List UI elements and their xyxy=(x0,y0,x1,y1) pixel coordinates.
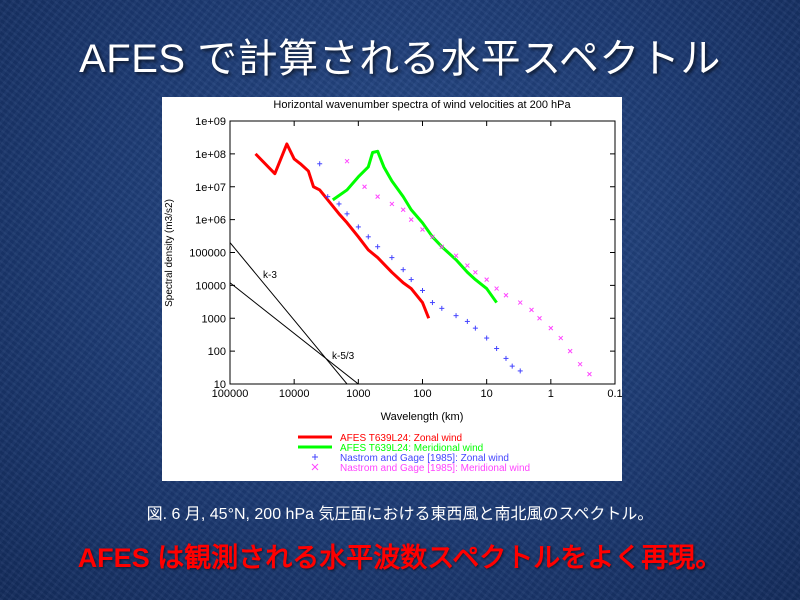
slide-title: AFES で計算される水平スペクトル xyxy=(79,37,721,81)
series-point xyxy=(517,368,523,374)
series-point xyxy=(587,371,592,377)
series-point xyxy=(344,211,350,217)
legend-label: AFES T639L24: Meridional wind xyxy=(340,443,483,454)
spectrum-figure: Horizontal wavenumber spectra of wind ve… xyxy=(162,97,623,481)
series-line xyxy=(331,149,498,304)
series-point xyxy=(517,300,523,305)
series-point xyxy=(537,315,542,321)
series-point xyxy=(439,244,445,250)
y-tick-label: 1e+07 xyxy=(195,182,226,194)
series-point xyxy=(408,217,414,222)
series-point xyxy=(389,255,395,261)
series-point xyxy=(453,313,459,319)
chart-title: Horizontal wavenumber spectra of wind ve… xyxy=(273,99,571,111)
x-tick-label: 10 xyxy=(481,388,493,400)
series-point xyxy=(400,267,406,273)
legend-label: AFES T639L24: Zonal wind xyxy=(340,433,462,444)
series-point xyxy=(567,348,573,354)
y-tick-label: 100 xyxy=(208,346,226,358)
series-point xyxy=(400,207,406,213)
x-tick-label: 0.1 xyxy=(607,388,622,400)
series-point xyxy=(548,325,554,331)
series-point xyxy=(375,194,381,199)
series-point xyxy=(484,277,490,282)
series-point xyxy=(365,234,371,240)
series-point xyxy=(325,194,331,200)
series-point xyxy=(336,201,342,207)
series-point xyxy=(362,184,367,190)
series-point xyxy=(472,325,478,331)
y-tick-label: 1e+09 xyxy=(195,116,226,128)
series-point xyxy=(408,277,414,283)
series-point xyxy=(317,161,323,167)
series-point xyxy=(494,346,500,352)
reference-lines xyxy=(230,242,359,384)
series-point xyxy=(430,234,435,240)
spectrum-chart: Horizontal wavenumber spectra of wind ve… xyxy=(164,99,623,474)
x-tick-label: 1 xyxy=(548,388,554,400)
y-axis-ticks: 10 100 1000 10000 100000 1e+06 1e+07 1e+08 1e+09 xyxy=(189,116,615,391)
legend-label: Nastrom and Gage [1985]: Zonal wind xyxy=(340,453,509,464)
series-point xyxy=(558,335,564,341)
series-point xyxy=(464,318,470,324)
y-axis-label: Spectral density (m3/s2) xyxy=(164,199,175,307)
y-tick-label: 1e+06 xyxy=(195,215,226,227)
figure-caption: 図. 6 月, 45°N, 200 hPa 気圧面における東西風と南北風のスペク… xyxy=(146,506,654,523)
y-tick-label: 1000 xyxy=(202,313,226,325)
reference-line-label: k-5/3 xyxy=(332,351,355,362)
series-point xyxy=(420,227,425,232)
series-point xyxy=(389,201,395,207)
plot-frame xyxy=(229,120,616,385)
series-layer xyxy=(254,142,592,377)
series-point xyxy=(494,286,499,291)
series-line xyxy=(254,142,431,319)
series-point xyxy=(429,300,435,306)
series-point xyxy=(503,292,509,298)
x-tick-label: 10000 xyxy=(279,388,310,400)
series-point xyxy=(503,355,509,361)
x-tick-label: 1000 xyxy=(346,388,370,400)
x-axis-ticks: 100000 10000 1000 100 10 1 0.1 xyxy=(212,121,623,400)
legend-swatch xyxy=(311,463,319,471)
reference-line-label: k-3 xyxy=(263,270,277,281)
reference-line xyxy=(230,282,359,384)
conclusion-text: AFES は観測される水平波数スペクトルをよく再現。 xyxy=(77,543,723,573)
reference-line xyxy=(230,242,348,384)
x-axis-label: Wavelength (km) xyxy=(381,411,464,423)
y-tick-label: 10000 xyxy=(195,280,226,292)
y-tick-label: 100000 xyxy=(189,248,226,260)
series-point xyxy=(464,263,470,268)
series-point xyxy=(439,305,445,311)
x-tick-label: 100 xyxy=(413,388,431,400)
series-point xyxy=(509,363,515,369)
series-point xyxy=(344,158,350,164)
y-tick-label: 10 xyxy=(214,379,226,391)
series-point xyxy=(420,287,425,293)
series-point xyxy=(453,253,459,259)
series-point xyxy=(355,224,361,230)
series-point xyxy=(375,244,381,250)
y-tick-label: 1e+08 xyxy=(195,149,226,161)
legend-label: Nastrom and Gage [1985]: Meridional wind xyxy=(340,463,530,474)
series-point xyxy=(484,335,490,341)
series-point xyxy=(577,361,583,367)
series-point xyxy=(473,269,478,275)
series-point xyxy=(529,307,534,313)
x-tick-label: 100000 xyxy=(212,388,249,400)
